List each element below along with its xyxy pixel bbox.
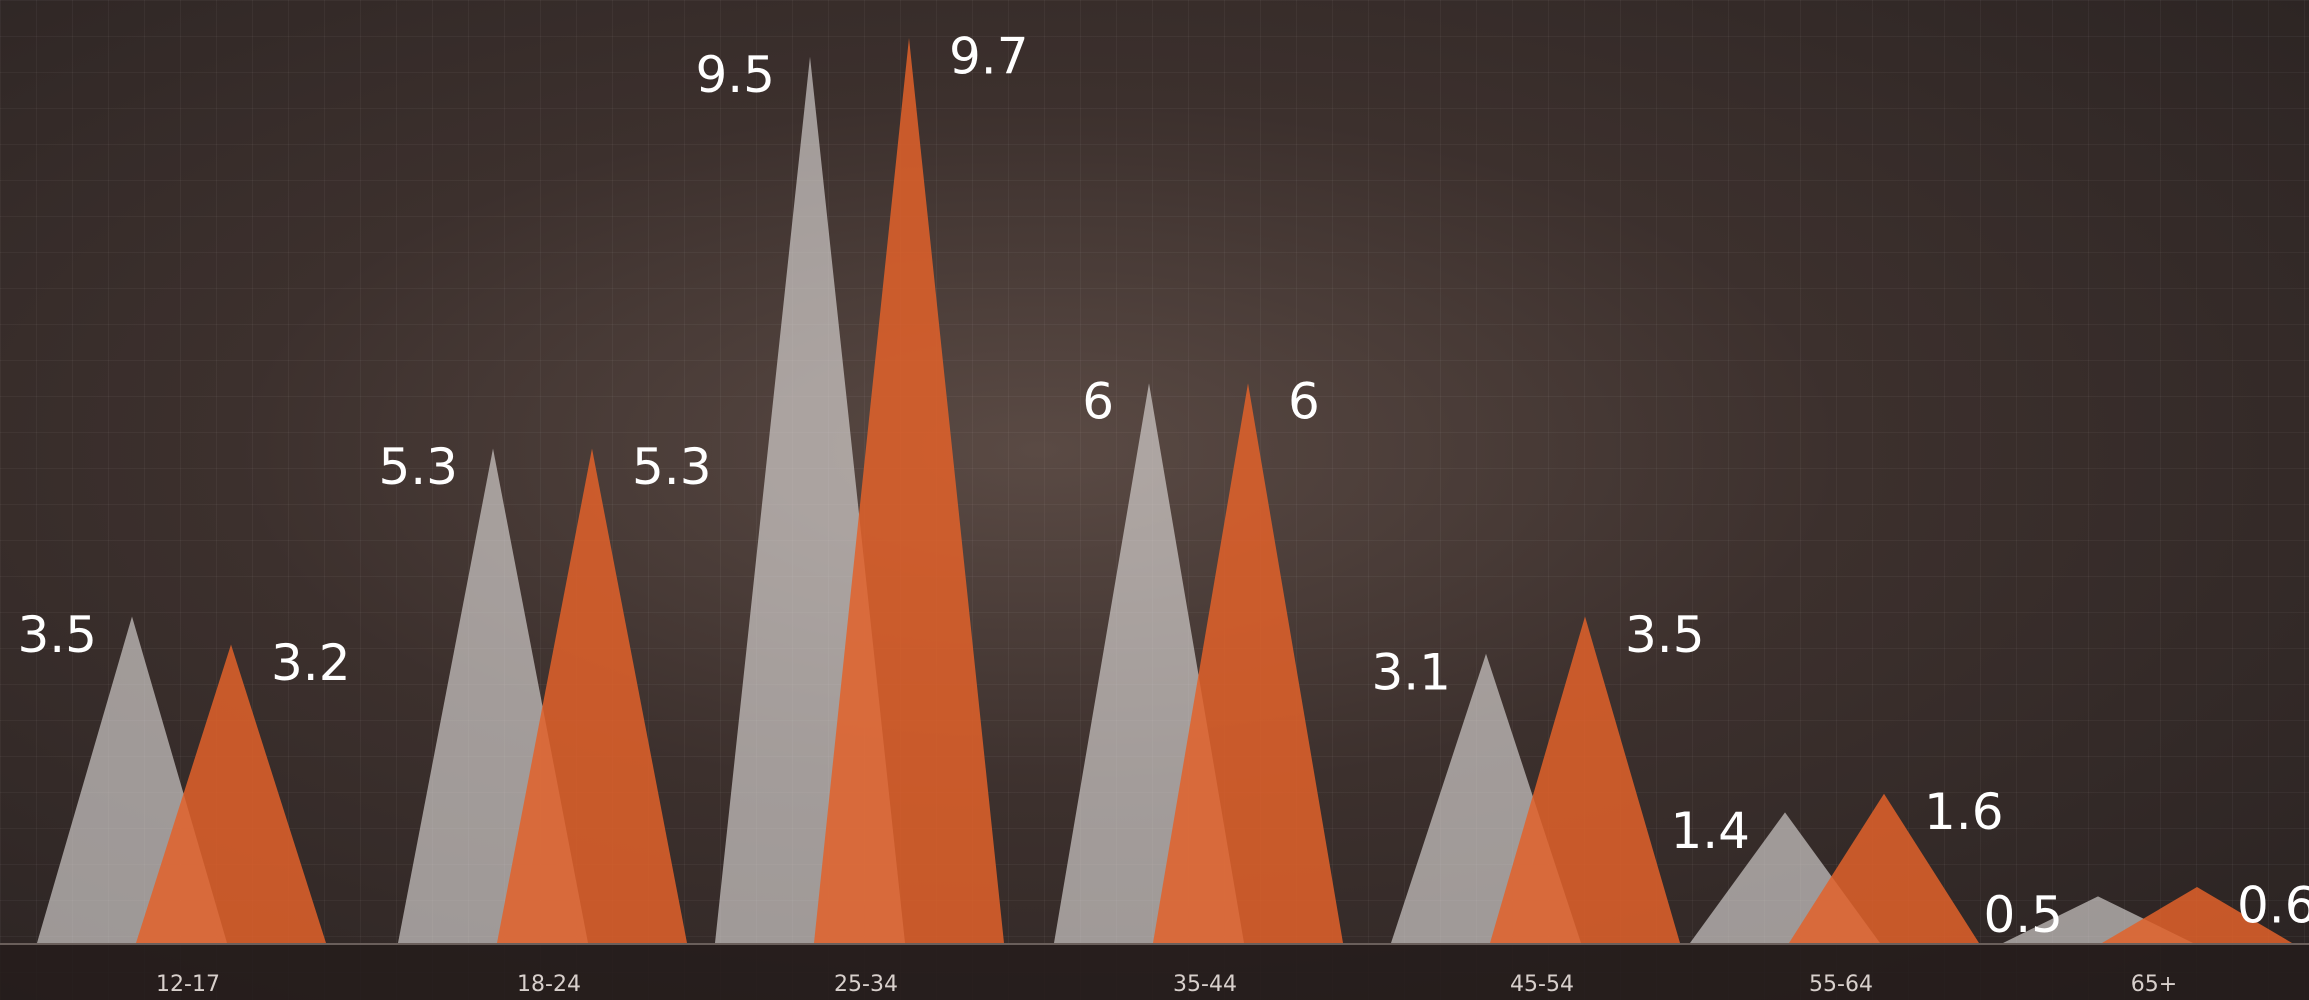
value-label: 1.6 xyxy=(1924,783,2004,841)
x-tick-label: 45-54 xyxy=(1510,972,1574,997)
triangle xyxy=(2102,887,2292,943)
triangle xyxy=(1153,383,1343,943)
value-label: 5.3 xyxy=(378,438,458,496)
value-label: 6 xyxy=(1288,373,1320,431)
x-tick-label: 35-44 xyxy=(1173,972,1237,997)
triangle xyxy=(136,644,326,943)
value-label: 6 xyxy=(1082,373,1114,431)
category-band xyxy=(0,945,2309,1000)
value-label: 1.4 xyxy=(1670,802,1750,860)
value-label: 3.2 xyxy=(271,634,351,692)
triangle xyxy=(497,448,687,943)
value-label: 0.5 xyxy=(1983,886,2063,944)
x-tick-label: 12-17 xyxy=(156,972,220,997)
value-label: 3.1 xyxy=(1371,643,1451,701)
triangle xyxy=(1789,793,1979,943)
value-label: 5.3 xyxy=(632,438,712,496)
value-label: 0.6 xyxy=(2237,877,2309,935)
triangle xyxy=(814,37,1004,944)
value-label: 9.7 xyxy=(949,27,1029,85)
x-tick-label: 55-64 xyxy=(1809,972,1873,997)
x-tick-label: 18-24 xyxy=(517,972,581,997)
x-tick-label: 65+ xyxy=(2131,972,2177,997)
value-label: 3.5 xyxy=(1625,606,1705,664)
value-label: 3.5 xyxy=(17,606,97,664)
value-label: 9.5 xyxy=(695,46,775,104)
triangle xyxy=(1490,616,1680,943)
x-tick-label: 25-34 xyxy=(834,972,898,997)
